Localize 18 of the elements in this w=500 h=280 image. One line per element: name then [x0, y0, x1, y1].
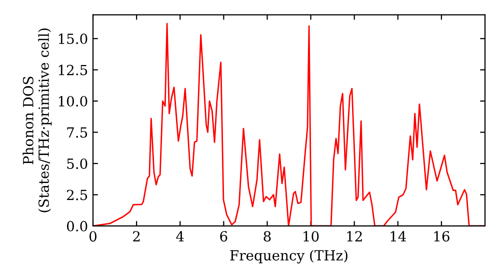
x-tick-label: 12: [347, 231, 362, 242]
x-tick-label: 16: [434, 231, 450, 242]
y-tick-label: 2.5: [66, 190, 88, 200]
x-tick-label: 2: [133, 231, 140, 242]
y-tick-label: 7.5: [67, 127, 88, 138]
x-tick-label: 6: [220, 231, 228, 242]
x-tick-label: 8: [264, 231, 271, 242]
x-tick-label: 4: [176, 231, 184, 242]
y-tick-label: 0.0: [66, 220, 88, 232]
y-tick-label: 12.5: [58, 64, 88, 76]
y-axis-title: Phonon DOS (States/THz·primitive cell): [22, 28, 52, 212]
x-tick-label: 10: [304, 231, 319, 242]
x-axis-title: Frequency (THz): [230, 250, 348, 264]
x-tick-label: 0: [89, 231, 96, 242]
y-tick-label: 10.0: [58, 96, 88, 107]
x-tick-label: 14: [390, 231, 406, 242]
y-tick-label: 15.0: [58, 34, 88, 44]
y-tick-label: 5.0: [67, 158, 88, 169]
